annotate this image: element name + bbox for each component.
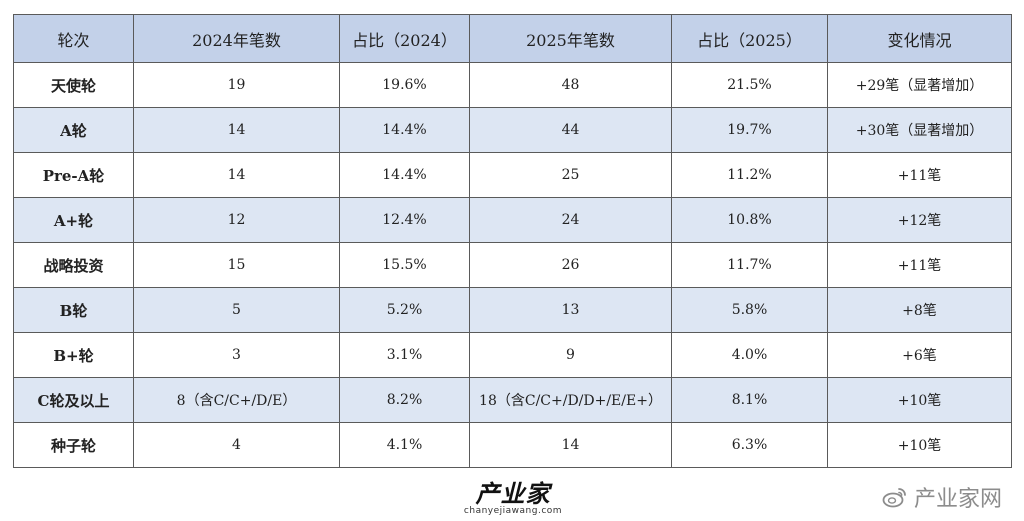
cell-change: +30笔（显著增加） — [827, 107, 1012, 153]
cell-count-2024: 19 — [133, 62, 340, 108]
cell-share-2024: 8.2% — [339, 377, 470, 423]
cell-round: A轮 — [13, 107, 134, 153]
header-change: 变化情况 — [827, 14, 1012, 63]
cell-share-2025: 10.8% — [671, 197, 828, 243]
cell-change: +29笔（显著增加） — [827, 62, 1012, 108]
cell-change: +10笔 — [827, 377, 1012, 423]
cell-round: 战略投资 — [13, 242, 134, 288]
weibo-icon — [882, 488, 906, 508]
funding-rounds-table-wrap: 轮次 2024年笔数 占比（2024） 2025年笔数 占比（2025） 变化情… — [13, 14, 1012, 468]
cell-share-2025: 8.1% — [671, 377, 828, 423]
cell-count-2025: 9 — [469, 332, 672, 378]
brand-logo-url: chanyejiawang.com — [463, 506, 563, 516]
cell-count-2025: 18（含C/C+/D/D+/E/E+） — [469, 377, 672, 423]
cell-change: +11笔 — [827, 152, 1012, 198]
cell-count-2025: 44 — [469, 107, 672, 153]
cell-count-2025: 26 — [469, 242, 672, 288]
table-row: 种子轮 4 4.1% 14 6.3% +10笔 — [13, 422, 1012, 468]
header-share-2024: 占比（2024） — [339, 14, 470, 63]
cell-round: 天使轮 — [13, 62, 134, 108]
cell-change: +12笔 — [827, 197, 1012, 243]
brand-logo: 产业家 chanyejiawang.com — [455, 482, 571, 516]
cell-share-2024: 5.2% — [339, 287, 470, 333]
cell-count-2024: 3 — [133, 332, 340, 378]
cell-count-2025: 13 — [469, 287, 672, 333]
table-row: Pre-A轮 14 14.4% 25 11.2% +11笔 — [13, 152, 1012, 198]
header-count-2025: 2025年笔数 — [469, 14, 672, 63]
cell-count-2024: 12 — [133, 197, 340, 243]
table-row: 战略投资 15 15.5% 26 11.7% +11笔 — [13, 242, 1012, 288]
funding-rounds-table: 轮次 2024年笔数 占比（2024） 2025年笔数 占比（2025） 变化情… — [13, 14, 1012, 468]
cell-share-2025: 11.2% — [671, 152, 828, 198]
cell-share-2024: 15.5% — [339, 242, 470, 288]
cell-round: B+轮 — [13, 332, 134, 378]
cell-share-2025: 19.7% — [671, 107, 828, 153]
cell-count-2024: 8（含C/C+/D/E） — [133, 377, 340, 423]
weibo-watermark: 产业家网 — [882, 482, 1002, 512]
header-share-2025: 占比（2025） — [671, 14, 828, 63]
cell-change: +6笔 — [827, 332, 1012, 378]
table-body: 天使轮 19 19.6% 48 21.5% +29笔（显著增加） A轮 14 14.4% 44 19… — [13, 62, 1012, 468]
table-row: B+轮 3 3.1% 9 4.0% +6笔 — [13, 332, 1012, 378]
brand-logo-text: 产业家 — [475, 480, 551, 508]
cell-share-2024: 3.1% — [339, 332, 470, 378]
cell-change: +11笔 — [827, 242, 1012, 288]
cell-count-2025: 25 — [469, 152, 672, 198]
watermark-text: 产业家网 — [914, 487, 1003, 512]
table-row: B轮 5 5.2% 13 5.8% +8笔 — [13, 287, 1012, 333]
cell-share-2025: 11.7% — [671, 242, 828, 288]
cell-share-2024: 12.4% — [339, 197, 470, 243]
header-round: 轮次 — [13, 14, 134, 63]
cell-count-2024: 5 — [133, 287, 340, 333]
cell-share-2025: 4.0% — [671, 332, 828, 378]
cell-share-2025: 21.5% — [671, 62, 828, 108]
cell-share-2024: 14.4% — [339, 107, 470, 153]
cell-share-2025: 5.8% — [671, 287, 828, 333]
cell-count-2024: 14 — [133, 152, 340, 198]
cell-count-2025: 14 — [469, 422, 672, 468]
cell-round: 种子轮 — [13, 422, 134, 468]
cell-share-2024: 19.6% — [339, 62, 470, 108]
cell-change: +10笔 — [827, 422, 1012, 468]
table-header-row: 轮次 2024年笔数 占比（2024） 2025年笔数 占比（2025） 变化情… — [13, 14, 1012, 63]
table-row: A轮 14 14.4% 44 19.7% +30笔（显著增加） — [13, 107, 1012, 153]
table-row: C轮及以上 8（含C/C+/D/E） 8.2% 18（含C/C+/D/D+/E/E+）… — [13, 377, 1012, 423]
cell-count-2024: 14 — [133, 107, 340, 153]
cell-share-2024: 4.1% — [339, 422, 470, 468]
cell-round: A+轮 — [13, 197, 134, 243]
cell-round: C轮及以上 — [13, 377, 134, 423]
cell-count-2025: 48 — [469, 62, 672, 108]
cell-count-2024: 4 — [133, 422, 340, 468]
table-row: A+轮 12 12.4% 24 10.8% +12笔 — [13, 197, 1012, 243]
header-count-2024: 2024年笔数 — [133, 14, 340, 63]
cell-round: B轮 — [13, 287, 134, 333]
cell-change: +8笔 — [827, 287, 1012, 333]
cell-share-2024: 14.4% — [339, 152, 470, 198]
cell-count-2024: 15 — [133, 242, 340, 288]
cell-share-2025: 6.3% — [671, 422, 828, 468]
table-row: 天使轮 19 19.6% 48 21.5% +29笔（显著增加） — [13, 62, 1012, 108]
cell-round: Pre-A轮 — [13, 152, 134, 198]
cell-count-2025: 24 — [469, 197, 672, 243]
